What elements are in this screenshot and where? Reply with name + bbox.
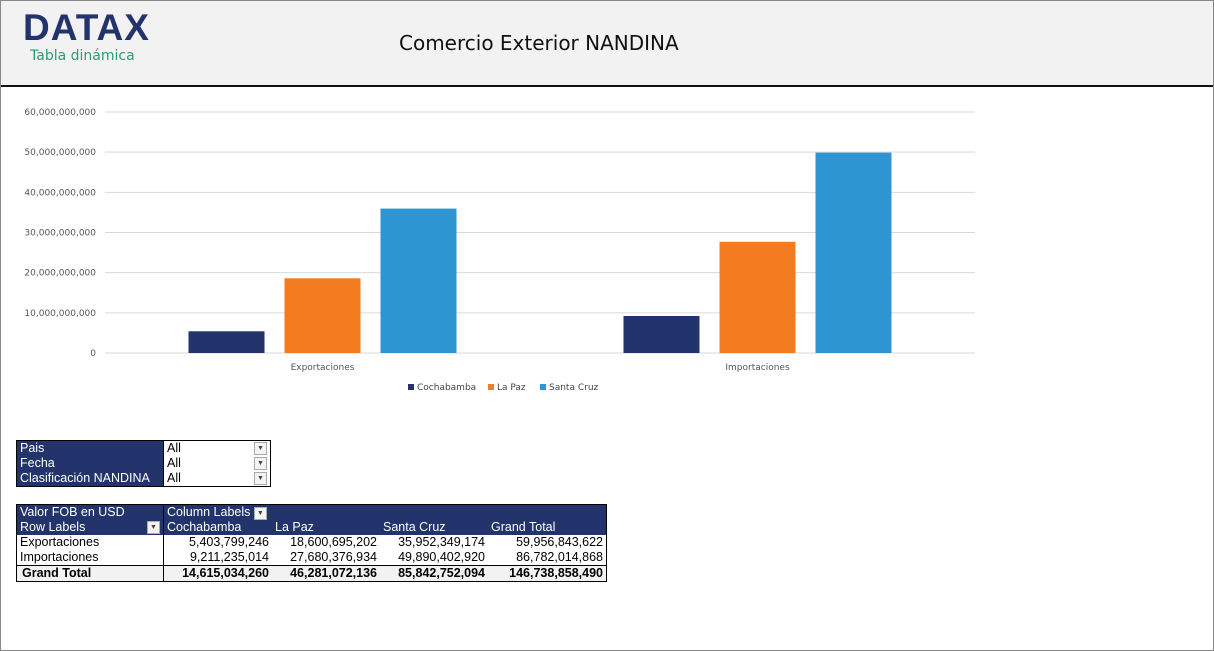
cell-value: 18,600,695,202 <box>290 535 377 549</box>
cell-value: 9,211,235,014 <box>163 550 272 566</box>
header: DATAX Tabla dinámica Comercio Exterior N… <box>1 1 1213 87</box>
filter-table: Pais All ▼ Fecha All ▼ Clasificación NANDINA… <box>16 440 271 487</box>
y-tick-label: 10,000,000,000 <box>24 309 96 319</box>
values-label: Valor FOB en USD <box>20 505 125 519</box>
filter-label: Pais <box>16 440 164 456</box>
page-title: Comercio Exterior NANDINA <box>399 31 679 55</box>
chevron-down-icon[interactable]: ▼ <box>254 442 267 455</box>
row-label: Exportaciones <box>20 535 100 549</box>
bar-chart[interactable]: 0 10,000,000,000 20,000,000,000 30,000,000,… <box>0 95 1000 405</box>
filter-icon[interactable]: ▼ <box>253 506 267 520</box>
y-tick-label: 20,000,000,000 <box>24 269 96 279</box>
filter-dropdown[interactable]: All ▼ <box>163 471 271 487</box>
table-row: Exportaciones 5,403,799,246 18,600,695,202… <box>17 535 607 550</box>
y-tick-label: 60,000,000,000 <box>24 108 96 118</box>
pivot-table: Valor FOB en USD Column Labels ▼ Row Label… <box>16 504 607 582</box>
y-tick-label: 50,000,000,000 <box>24 148 96 158</box>
legend-label: Santa Cruz <box>549 383 599 393</box>
bar-santa-cruz <box>815 152 892 353</box>
filter-label: Fecha <box>16 456 164 471</box>
column-header: La Paz <box>275 520 314 534</box>
legend-swatch <box>488 384 494 390</box>
row-labels: Row Labels <box>20 520 86 534</box>
cell-value: 35,952,349,174 <box>398 535 485 549</box>
bar-la-paz <box>719 241 796 353</box>
bar-cochabamba <box>188 331 265 353</box>
filter-dropdown[interactable]: All ▼ <box>163 456 271 471</box>
column-header: Cochabamba <box>163 520 272 535</box>
y-tick-label: 30,000,000,000 <box>24 229 96 239</box>
bar-cochabamba <box>623 316 700 353</box>
bar-santa-cruz <box>380 208 457 353</box>
chevron-down-icon[interactable]: ▼ <box>254 457 267 470</box>
filter-value: All <box>167 441 181 455</box>
chevron-down-icon[interactable]: ▼ <box>254 472 267 485</box>
y-tick-label: 0 <box>90 349 96 359</box>
column-header: Santa Cruz <box>383 520 446 534</box>
column-labels: Column Labels <box>167 505 251 519</box>
cell-value: 49,890,402,920 <box>398 550 485 564</box>
chevron-down-icon[interactable]: ▼ <box>147 521 160 534</box>
x-tick-label: Importaciones <box>725 363 790 373</box>
subtitle: Tabla dinámica <box>30 48 135 64</box>
legend-label: Cochabamba <box>417 383 476 393</box>
y-tick-label: 40,000,000,000 <box>24 188 96 198</box>
filter-value: All <box>167 471 181 485</box>
filter-value: All <box>167 456 181 470</box>
legend-swatch <box>540 384 546 390</box>
total-value: 46,281,072,136 <box>290 566 377 580</box>
total-value: 14,615,034,260 <box>163 565 272 582</box>
grand-total-row: Grand Total 14,615,034,260 46,281,072,136 8… <box>16 565 607 582</box>
total-value: 85,842,752,094 <box>398 566 485 580</box>
filter-label: Clasificación NANDINA <box>16 471 164 487</box>
legend-swatch <box>408 384 414 390</box>
table-row: Importaciones 9,211,235,014 27,680,376,934… <box>17 550 607 566</box>
cell-value: 5,403,799,246 <box>163 535 272 550</box>
total-value: 146,738,858,490 <box>509 566 603 580</box>
cell-value: 27,680,376,934 <box>290 550 377 564</box>
bar-la-paz <box>284 278 361 353</box>
filter-dropdown[interactable]: All ▼ <box>163 440 271 456</box>
cell-value: 59,956,843,622 <box>516 535 603 549</box>
row-label: Grand Total <box>22 566 92 580</box>
datax-logo: DATAX <box>23 7 150 48</box>
column-header: Grand Total <box>491 520 556 534</box>
legend-label: La Paz <box>497 383 526 393</box>
row-label: Importaciones <box>20 550 99 564</box>
x-tick-label: Exportaciones <box>291 363 355 373</box>
cell-value: 86,782,014,868 <box>516 550 603 564</box>
